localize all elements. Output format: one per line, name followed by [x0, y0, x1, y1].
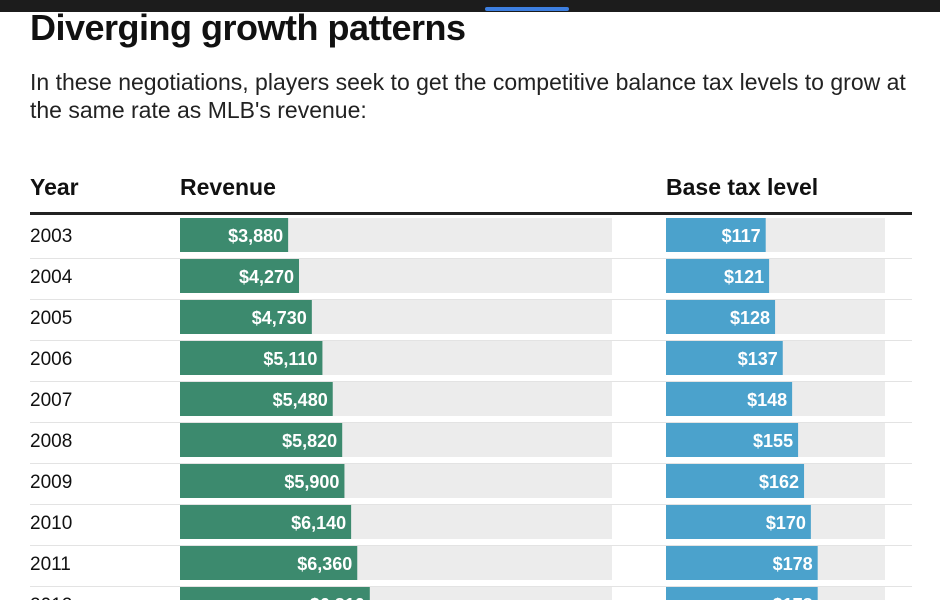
tax-bar — [666, 218, 766, 252]
tax-value-label: $155 — [753, 431, 793, 451]
year-label: 2006 — [30, 349, 72, 370]
revenue-bar — [180, 464, 345, 498]
revenue-bar — [180, 300, 312, 334]
revenue-value-label: $6,140 — [291, 513, 346, 533]
tax-bar — [666, 259, 770, 293]
revenue-bar — [180, 341, 323, 375]
tax-bar — [666, 423, 799, 457]
tax-bar — [666, 382, 793, 416]
tax-value-label: $137 — [738, 349, 778, 369]
year-label: 2008 — [30, 431, 72, 452]
year-label: 2009 — [30, 472, 72, 493]
column-header-year: Year — [30, 174, 79, 200]
tax-value-label: $178 — [773, 595, 813, 600]
revenue-bar — [180, 423, 343, 457]
tax-value-label: $117 — [722, 226, 761, 246]
revenue-value-label: $6,810 — [310, 595, 365, 600]
revenue-value-label: $5,820 — [282, 431, 337, 451]
tax-value-label: $162 — [759, 472, 799, 492]
year-label: 2011 — [30, 554, 71, 575]
browser-top-bar — [0, 0, 940, 12]
tax-value-label: $178 — [773, 554, 813, 574]
tax-bar — [666, 341, 783, 375]
header-rule — [30, 212, 912, 215]
tax-bar — [666, 300, 776, 334]
revenue-value-label: $6,360 — [297, 554, 352, 574]
revenue-bar — [180, 259, 300, 293]
revenue-bar — [180, 218, 289, 252]
revenue-value-label: $4,270 — [239, 267, 294, 287]
revenue-bar — [180, 546, 358, 580]
drag-handle[interactable] — [485, 7, 569, 11]
revenue-value-label: $5,110 — [263, 349, 317, 369]
revenue-value-label: $4,730 — [252, 308, 307, 328]
revenue-bar — [180, 382, 333, 416]
year-label: 2005 — [30, 308, 72, 329]
year-label: 2004 — [30, 267, 73, 288]
tax-bar — [666, 546, 818, 580]
tax-value-label: $170 — [766, 513, 806, 533]
tax-bar — [666, 464, 805, 498]
tax-bar — [666, 505, 811, 539]
tax-bar — [666, 587, 818, 600]
column-header-tax: Base tax level — [666, 174, 819, 200]
year-label: 2012 — [30, 595, 72, 600]
year-label: 2010 — [30, 513, 72, 534]
page-subtitle: In these negotiations, players seek to g… — [30, 69, 906, 123]
column-header-revenue: Revenue — [180, 174, 276, 200]
revenue-bar — [180, 587, 370, 600]
revenue-value-label: $3,880 — [228, 226, 283, 246]
tax-value-label: $121 — [724, 267, 764, 287]
revenue-bar — [180, 505, 352, 539]
year-label: 2003 — [30, 226, 72, 247]
tax-value-label: $128 — [730, 308, 770, 328]
tax-value-label: $148 — [747, 390, 787, 410]
revenue-value-label: $5,480 — [273, 390, 328, 410]
revenue-value-label: $5,900 — [284, 472, 339, 492]
year-label: 2007 — [30, 390, 72, 411]
page-title: Diverging growth patterns — [30, 7, 466, 48]
